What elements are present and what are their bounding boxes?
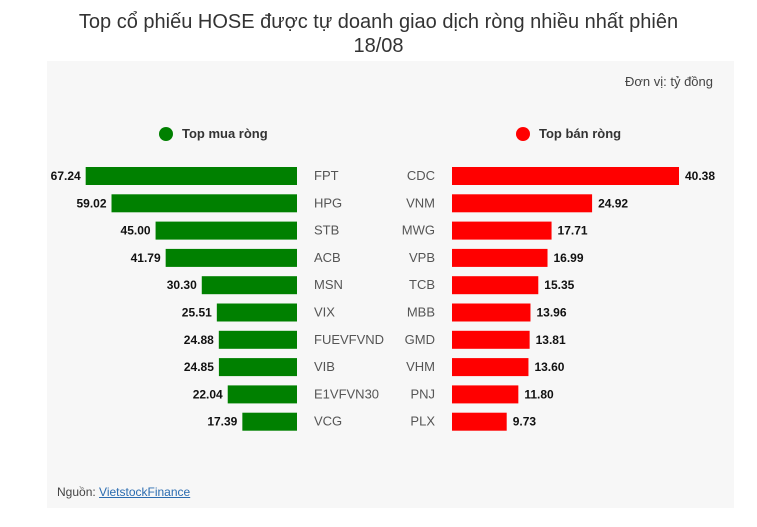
sell-value-label: 11.80: [524, 387, 554, 401]
legend-buy-dot: [159, 126, 173, 141]
sell-bar-vhm: [452, 358, 529, 377]
sell-category-label: PNJ: [410, 386, 435, 401]
legend-buy: Top mua ròng: [159, 126, 268, 141]
source-link[interactable]: VietstockFinance: [99, 485, 191, 499]
sell-category-label: CDC: [407, 168, 435, 183]
sell-category-label: PLX: [410, 414, 435, 429]
sell-value-label: 13.96: [536, 306, 566, 320]
buy-category-label: E1VFVN30: [314, 386, 379, 401]
sell-value-label: 13.81: [536, 333, 566, 347]
sell-bar-gmd: [452, 330, 530, 349]
legend-sell-dot: [516, 126, 530, 141]
buy-value-label: 30.30: [167, 278, 197, 292]
chart-title-line1: Top cổ phiếu HOSE được tự doanh giao dịc…: [78, 11, 679, 33]
buy-value-label: 59.02: [76, 196, 106, 210]
buy-category-label: FUEVFVND: [314, 332, 384, 347]
buy-value-label: 41.79: [131, 251, 161, 265]
sell-value-label: 13.60: [534, 360, 564, 374]
sell-bar-mbb: [452, 303, 531, 322]
sell-category-label: VHM: [406, 359, 435, 374]
buy-category-label: ACB: [314, 250, 341, 265]
sell-category-label: VPB: [409, 250, 435, 265]
legend-buy-label: Top mua ròng: [182, 126, 268, 141]
legend-sell: Top bán ròng: [516, 126, 621, 141]
sell-category-label: MBB: [407, 305, 435, 320]
sell-value-label: 15.35: [544, 278, 574, 292]
buy-bar-e1vfvn30: [227, 385, 297, 404]
buy-category-label: VIX: [314, 305, 335, 320]
buy-bar-acb: [165, 248, 297, 267]
sell-category-label: TCB: [409, 277, 435, 292]
legend-sell-label: Top bán ròng: [539, 126, 622, 141]
buy-bar-vix: [216, 303, 297, 322]
buy-value-label: 17.39: [207, 415, 237, 429]
sell-bar-mwg: [452, 221, 552, 240]
buy-category-label: STB: [314, 223, 339, 238]
buy-category-label: VIB: [314, 359, 335, 374]
buy-value-label: 67.24: [51, 169, 81, 183]
buy-bar-fuevfvnd: [218, 330, 297, 349]
source-note: Nguồn: VietstockFinance: [57, 485, 190, 499]
buy-value-label: 24.88: [184, 333, 214, 347]
sell-bar-vpb: [452, 248, 548, 267]
chart-title: Top cổ phiếu HOSE được tự doanh giao dịc…: [0, 10, 757, 58]
buy-category-label: VCG: [314, 414, 342, 429]
buy-category-label: HPG: [314, 195, 342, 210]
sell-bar-vnm: [452, 194, 593, 213]
buy-bar-msn: [201, 276, 297, 295]
buy-value-label: 45.00: [121, 224, 151, 238]
sell-category-label: GMD: [405, 332, 435, 347]
buy-category-label: MSN: [314, 277, 343, 292]
buy-value-label: 25.51: [182, 306, 212, 320]
sell-value-label: 9.73: [513, 415, 537, 429]
buy-value-label: 22.04: [193, 387, 223, 401]
sell-bar-plx: [452, 412, 507, 431]
buy-bar-fpt: [85, 167, 297, 185]
sell-value-label: 40.38: [685, 169, 715, 183]
buy-value-label: 24.85: [184, 360, 214, 374]
sell-bar-pnj: [452, 385, 519, 404]
buy-bar-hpg: [111, 194, 297, 213]
sell-category-label: VNM: [406, 195, 435, 210]
buy-bar-vib: [218, 358, 297, 377]
sell-value-label: 17.71: [558, 224, 588, 238]
unit-label: Đơn vị: tỷ đồng: [624, 74, 713, 89]
sell-value-label: 24.92: [598, 196, 628, 210]
chart-title-line2: 18/08: [353, 35, 404, 57]
sell-bar-cdc: [452, 167, 679, 185]
buy-bar-stb: [155, 221, 297, 240]
buy-category-label: FPT: [314, 168, 339, 183]
sell-category-label: MWG: [402, 223, 435, 238]
sell-value-label: 16.99: [554, 251, 584, 265]
sell-bar-tcb: [452, 276, 539, 295]
source-label: Nguồn:: [57, 485, 100, 499]
buy-bar-vcg: [242, 412, 297, 431]
